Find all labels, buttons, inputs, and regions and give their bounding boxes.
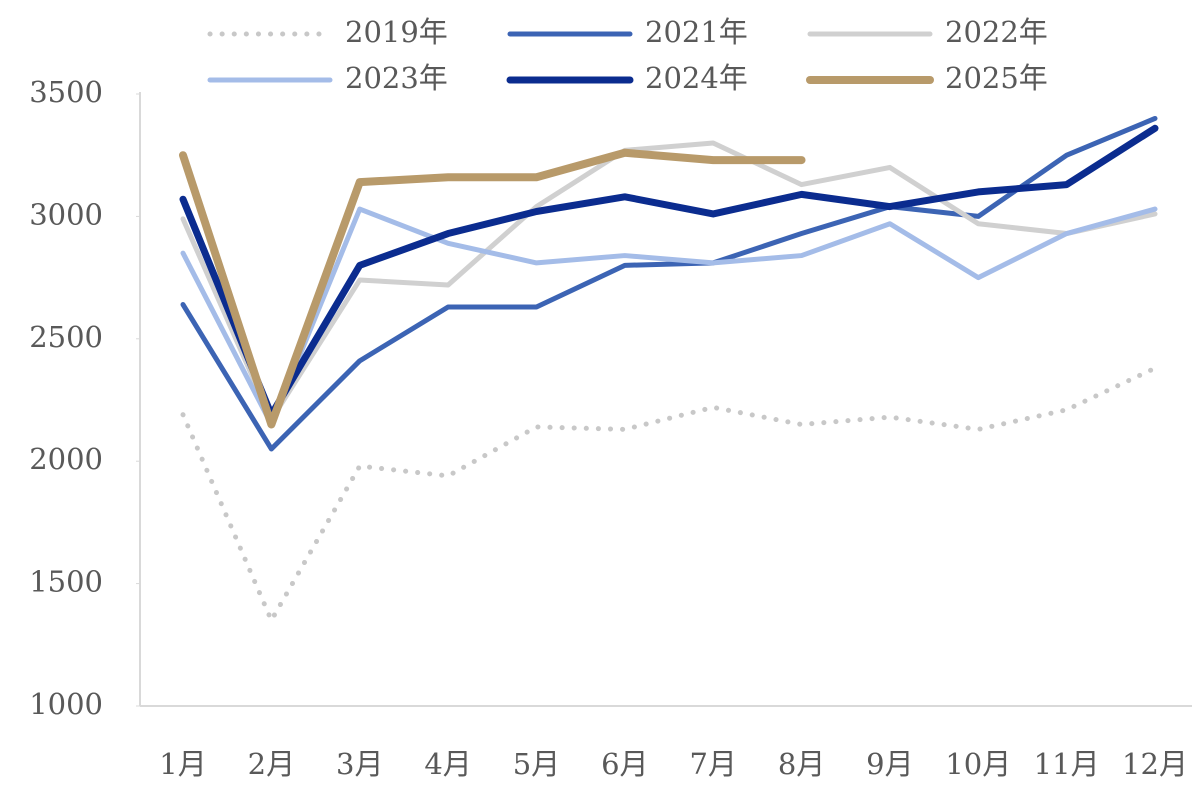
- x-tick-label: 9月: [866, 747, 913, 781]
- x-tick-label: 1月: [159, 747, 206, 781]
- legend-label: 2019年: [345, 15, 448, 49]
- y-tick-label: 2500: [29, 320, 103, 354]
- legend-label: 2021年: [645, 15, 748, 49]
- series-line: [180, 206, 1158, 427]
- series-line: [180, 115, 1158, 452]
- legend-label: 2022年: [945, 15, 1048, 49]
- x-tick-label: 8月: [778, 747, 825, 781]
- legend-label: 2024年: [645, 61, 748, 95]
- series-line: [180, 365, 1158, 626]
- y-tick-label: 3000: [29, 197, 103, 231]
- x-tick-label: 3月: [336, 747, 383, 781]
- y-tick-label: 1500: [29, 565, 103, 599]
- series-line: [179, 148, 806, 429]
- x-tick-label: 5月: [513, 747, 560, 781]
- y-tick-label: 1000: [29, 687, 103, 721]
- x-tick-label: 10月: [945, 747, 1011, 781]
- series-line: [180, 140, 1158, 423]
- x-tick-label: 2月: [248, 747, 295, 781]
- legend-label: 2023年: [345, 61, 448, 95]
- y-tick-label: 3500: [29, 75, 103, 109]
- series-line: [179, 124, 1159, 419]
- x-tick-label: 12月: [1122, 747, 1188, 781]
- x-tick-label: 6月: [601, 747, 648, 781]
- legend-label: 2025年: [945, 61, 1048, 95]
- x-tick-label: 11月: [1034, 747, 1100, 781]
- x-tick-label: 7月: [689, 747, 736, 781]
- y-tick-label: 2000: [29, 442, 103, 476]
- x-tick-label: 4月: [424, 747, 471, 781]
